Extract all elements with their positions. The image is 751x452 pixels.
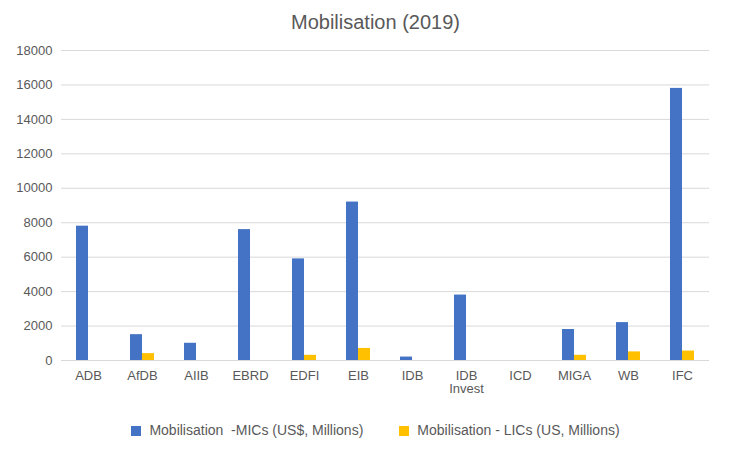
svg-text:EBRD: EBRD bbox=[232, 368, 268, 383]
svg-text:ADB: ADB bbox=[75, 368, 102, 383]
svg-text:WB: WB bbox=[618, 368, 639, 383]
svg-text:EIB: EIB bbox=[348, 368, 369, 383]
svg-text:AfDB: AfDB bbox=[127, 368, 157, 383]
svg-text:8000: 8000 bbox=[24, 215, 53, 230]
svg-text:IDB: IDB bbox=[402, 368, 424, 383]
svg-text:IFC: IFC bbox=[672, 368, 693, 383]
svg-text:2000: 2000 bbox=[24, 318, 53, 333]
svg-text:18000: 18000 bbox=[16, 43, 52, 58]
svg-text:14000: 14000 bbox=[16, 112, 52, 127]
svg-text:10000: 10000 bbox=[16, 180, 52, 195]
html-text:Mobilisation (2019): Mobilisation (2019) bbox=[291, 11, 460, 33]
svg-text:ICD: ICD bbox=[509, 368, 531, 383]
svg-text:EDFI: EDFI bbox=[290, 368, 320, 383]
svg-text:6000: 6000 bbox=[24, 249, 53, 264]
html-text:Mobilisation - LICs (US, Milli: Mobilisation - LICs (US, Millions) bbox=[417, 422, 620, 438]
svg-text:IDBInvest: IDBInvest bbox=[449, 368, 484, 396]
svg-text:4000: 4000 bbox=[24, 284, 53, 299]
svg-text:16000: 16000 bbox=[16, 77, 52, 92]
svg-text:MIGA: MIGA bbox=[558, 368, 592, 383]
svg-text:0: 0 bbox=[45, 353, 52, 368]
svg-text:AIIB: AIIB bbox=[184, 368, 209, 383]
html-text:Mobilisation -MICs (US$, Milli: Mobilisation -MICs (US$, Millions) bbox=[149, 422, 364, 438]
svg-text:12000: 12000 bbox=[16, 146, 52, 161]
